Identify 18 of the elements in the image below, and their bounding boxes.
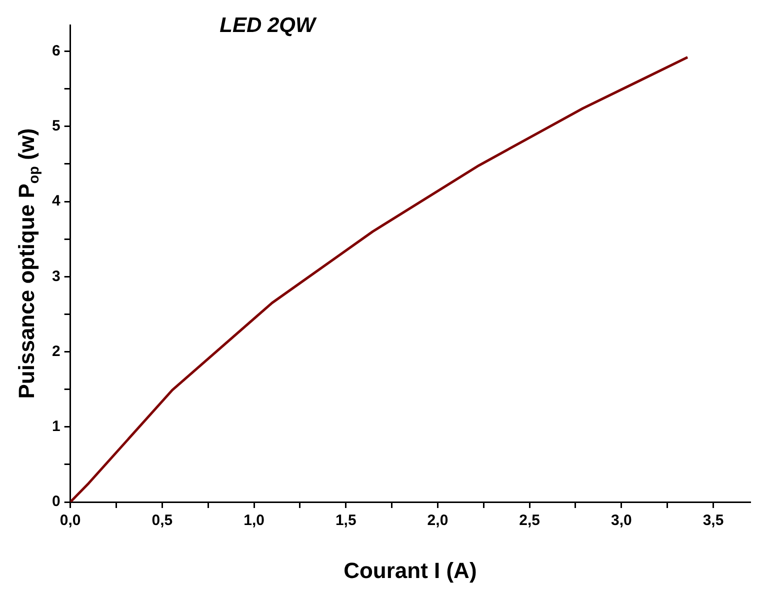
x-tick-label: 3,5	[702, 512, 724, 530]
x-tick-label: 2,0	[427, 512, 448, 530]
x-axis-title: Courant I (A)	[344, 558, 477, 584]
y-tick-label: 1	[52, 418, 60, 436]
x-tick-label: 3,0	[610, 512, 632, 530]
x-tick-label: 0,0	[60, 512, 81, 530]
y-tick-label: 2	[52, 342, 60, 360]
x-tick-label: 1,5	[335, 512, 356, 530]
y-axis-title: Puissance optique Pop (w)	[14, 128, 43, 399]
y-tick-label: 4	[52, 192, 61, 210]
x-tick-label: 0,5	[152, 512, 173, 530]
chart-title: LED 2QW	[220, 14, 318, 37]
x-tick-label: 2,5	[519, 512, 540, 530]
y-tick-label: 6	[52, 42, 60, 60]
x-tick-label: 1,0	[244, 512, 264, 530]
y-tick-label: 5	[52, 118, 60, 135]
y-tick-label: 0	[52, 493, 60, 510]
y-tick-label: 3	[52, 268, 60, 285]
